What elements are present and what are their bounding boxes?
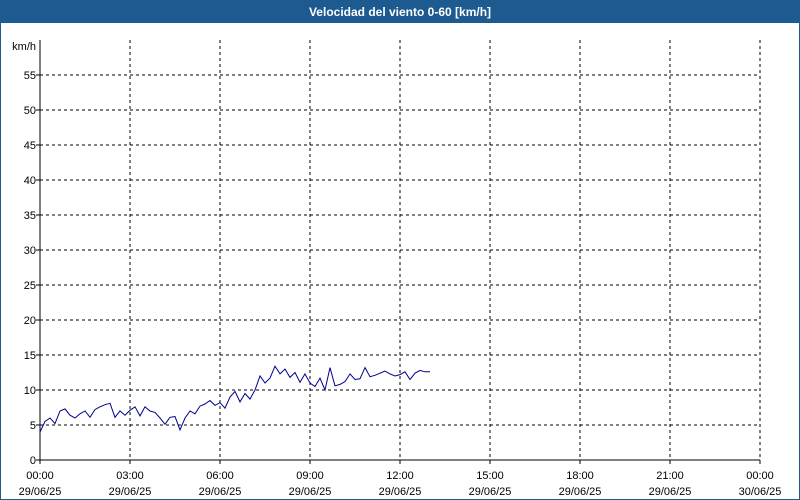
y-tick-label: 25 bbox=[24, 280, 36, 292]
y-tick-label: 10 bbox=[24, 385, 36, 397]
y-tick-label: 15 bbox=[24, 350, 36, 362]
y-tick-label: 0 bbox=[30, 455, 36, 467]
x-tick-date-label: 29/06/25 bbox=[649, 486, 692, 498]
y-tick-label: 20 bbox=[24, 315, 36, 327]
x-tick-time-label: 06:00 bbox=[206, 470, 234, 482]
x-tick-time-label: 00:00 bbox=[746, 470, 774, 482]
chart-title: Velocidad del viento 0-60 [km/h] bbox=[1, 1, 799, 23]
x-tick-time-label: 00:00 bbox=[26, 470, 54, 482]
wind-speed-line bbox=[39, 365, 430, 433]
y-tick-label: 30 bbox=[24, 245, 36, 257]
y-tick-label: 40 bbox=[24, 175, 36, 187]
x-tick-time-label: 15:00 bbox=[476, 470, 504, 482]
x-tick-time-label: 21:00 bbox=[656, 470, 684, 482]
x-tick-date-label: 29/06/25 bbox=[19, 486, 62, 498]
y-tick-label: 5 bbox=[30, 420, 36, 432]
x-tick-time-label: 09:00 bbox=[296, 470, 324, 482]
x-tick-time-label: 03:00 bbox=[116, 470, 144, 482]
x-tick-time-label: 12:00 bbox=[386, 470, 414, 482]
x-tick-date-label: 29/06/25 bbox=[379, 486, 422, 498]
y-tick-label: 35 bbox=[24, 210, 36, 222]
x-tick-time-label: 18:00 bbox=[566, 470, 594, 482]
x-tick-date-label: 29/06/25 bbox=[109, 486, 152, 498]
x-tick-date-label: 29/06/25 bbox=[199, 486, 242, 498]
x-tick-date-label: 29/06/25 bbox=[469, 486, 512, 498]
y-tick-label: 45 bbox=[24, 140, 36, 152]
y-tick-label: 50 bbox=[24, 105, 36, 117]
y-tick-label: 55 bbox=[24, 70, 36, 82]
x-tick-date-label: 29/06/25 bbox=[559, 486, 602, 498]
x-tick-date-label: 29/06/25 bbox=[289, 486, 332, 498]
x-tick-date-label: 30/06/25 bbox=[739, 486, 782, 498]
y-axis-unit-label: km/h bbox=[12, 41, 36, 53]
